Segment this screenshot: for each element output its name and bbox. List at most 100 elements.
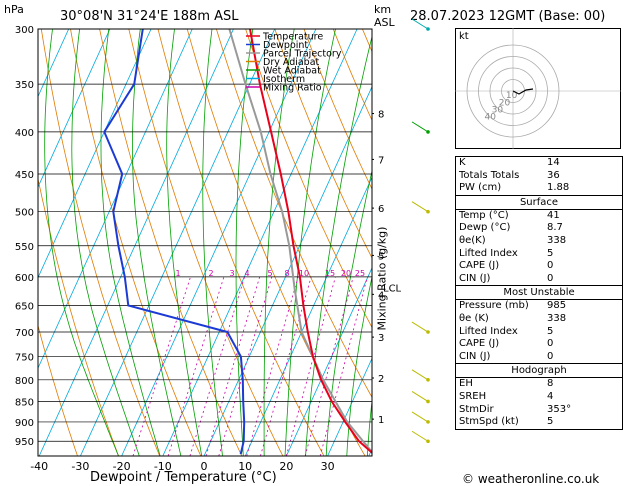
- wind-barb-dot: [426, 420, 430, 424]
- wet-adiabat-line: [71, 29, 140, 456]
- wet-adiabat-line: [366, 398, 372, 456]
- isotherm-line: [80, 29, 276, 456]
- pressure-tick-label: 450: [15, 170, 34, 181]
- hodo-trace: [512, 88, 534, 95]
- hodo-ring-label: 40: [484, 113, 496, 123]
- legend-label: Parcel Trajectory: [263, 49, 342, 60]
- parcel-curve: [228, 29, 372, 454]
- isotherm-line: [38, 29, 111, 188]
- km-tick-label: 8: [378, 110, 384, 121]
- mixing-ratio-line: [246, 276, 299, 456]
- wind-barb-dot: [426, 27, 430, 31]
- temperature-curve: [249, 29, 372, 455]
- legend-label: Dry Adiabat: [263, 57, 320, 68]
- surface-title: Surface: [456, 196, 622, 210]
- index-row: Temp (°C) 41: [456, 210, 622, 223]
- index-label: CIN (J): [459, 272, 491, 284]
- skewt-curves: [103, 29, 372, 455]
- pressure-tick-label: 950: [15, 437, 34, 448]
- mixing-ratio-label: 4: [244, 269, 249, 278]
- index-value: 338: [547, 312, 567, 324]
- pressure-tick-label: 800: [15, 376, 34, 387]
- wind-barb-dot: [426, 130, 430, 134]
- mixing-ratio-line: [167, 276, 225, 456]
- dry-adiabat-line: [40, 29, 161, 456]
- pressure-tick-label: 850: [15, 397, 34, 408]
- index-row: Lifted Index 5: [456, 248, 622, 261]
- pressure-tick-label: 900: [15, 418, 34, 429]
- isotherm-line: [38, 29, 152, 279]
- x-axis-label: Dewpoint / Temperature (°C): [90, 470, 277, 485]
- mixing-ratio-line: [218, 276, 273, 456]
- wet-adiabat-line: [235, 29, 254, 456]
- index-label: Totals Totals: [459, 169, 520, 181]
- wet-adiabat-line: [305, 35, 372, 456]
- mixing-ratio-label: 1: [175, 269, 180, 278]
- unstable-indices: Pressure (mb) 985 θe (K) 338 Lifted Index 5 CA…: [456, 300, 622, 365]
- index-row: CIN (J) 0: [456, 351, 622, 364]
- isotherm-line: [286, 266, 372, 456]
- temp-tick-label: 0: [201, 460, 208, 473]
- index-row: CIN (J) 0: [456, 273, 622, 286]
- index-value: 5: [547, 416, 554, 428]
- index-label: StmSpd (kt): [459, 416, 519, 428]
- km-tick-label: 5: [378, 251, 384, 262]
- unstable-title: Most Unstable: [456, 286, 622, 301]
- index-value: 0: [547, 260, 554, 272]
- index-value: 36: [547, 169, 560, 181]
- wind-barb: [411, 121, 429, 133]
- index-row: StmDir 353°: [456, 404, 622, 417]
- mixing-ratio-label: 20: [341, 269, 351, 278]
- location-title: 30°08'N 31°24'E 188m ASL: [60, 9, 239, 24]
- wind-barb-dot: [426, 399, 430, 404]
- isotherm-line: [327, 357, 372, 456]
- index-value: 8: [547, 378, 554, 390]
- index-label: SREH: [459, 390, 487, 402]
- isotherm-line: [121, 29, 317, 456]
- temp-tick-label: 30: [321, 460, 335, 473]
- lcl-label: LCL: [383, 284, 402, 295]
- wind-barb: [411, 391, 429, 402]
- wind-barb-dot: [426, 377, 430, 382]
- km-label: km: [374, 3, 392, 16]
- dry-adiabat-line: [38, 324, 78, 456]
- wind-barbs: [411, 18, 430, 444]
- legend-label: Isotherm: [263, 74, 305, 85]
- hodo-ring-label: 10: [506, 91, 518, 101]
- legend-label: Wet Adiabat: [263, 66, 321, 77]
- index-label: Pressure (mb): [459, 300, 529, 312]
- temp-tick-label: 20: [279, 460, 293, 473]
- index-row: Lifted Index 5: [456, 326, 622, 339]
- mixing-ratio-label: 10: [299, 269, 309, 278]
- surface-indices: Temp (°C) 41 Dewp (°C) 8.7 θe(K) 338 Lifted In…: [456, 210, 622, 287]
- wind-barb-dot: [426, 209, 430, 214]
- km-tick-label: 4: [378, 290, 384, 301]
- index-label: Temp (°C): [459, 209, 509, 221]
- index-value: 4: [547, 390, 554, 402]
- skewt-axes: 1 2 3 4 5 8 10 15 20 2530035040045050055060065070…: [15, 25, 402, 473]
- wind-barb: [411, 430, 429, 442]
- index-label: EH: [459, 378, 473, 390]
- index-label: Dewp (°C): [459, 222, 511, 234]
- isotherm-line: [38, 29, 234, 456]
- skewt-grid: [38, 29, 372, 456]
- pressure-tick-label: 700: [15, 328, 34, 339]
- mixing-ratio-label: 3: [229, 269, 234, 278]
- isotherm-line: [38, 29, 70, 98]
- dry-adiabat-line: [303, 29, 372, 190]
- index-row: SREH 4: [456, 391, 622, 404]
- index-value: 0: [547, 350, 554, 362]
- index-label: CAPE (J): [459, 260, 500, 272]
- hodo-kt-label: kt: [459, 31, 469, 42]
- hodo-ring-label: 30: [492, 105, 504, 115]
- index-label: θe (K): [459, 312, 489, 324]
- index-value: 1.88: [547, 182, 570, 194]
- temp-tick-label: -40: [30, 460, 48, 473]
- dry-adiabat-line: [70, 29, 202, 456]
- wind-barb: [411, 369, 429, 381]
- mixing-ratio-axis-label: Mixing Ratio (g/kg): [375, 226, 389, 331]
- km-tick-label: 7: [378, 155, 384, 166]
- pressure-tick-label: 650: [15, 302, 34, 313]
